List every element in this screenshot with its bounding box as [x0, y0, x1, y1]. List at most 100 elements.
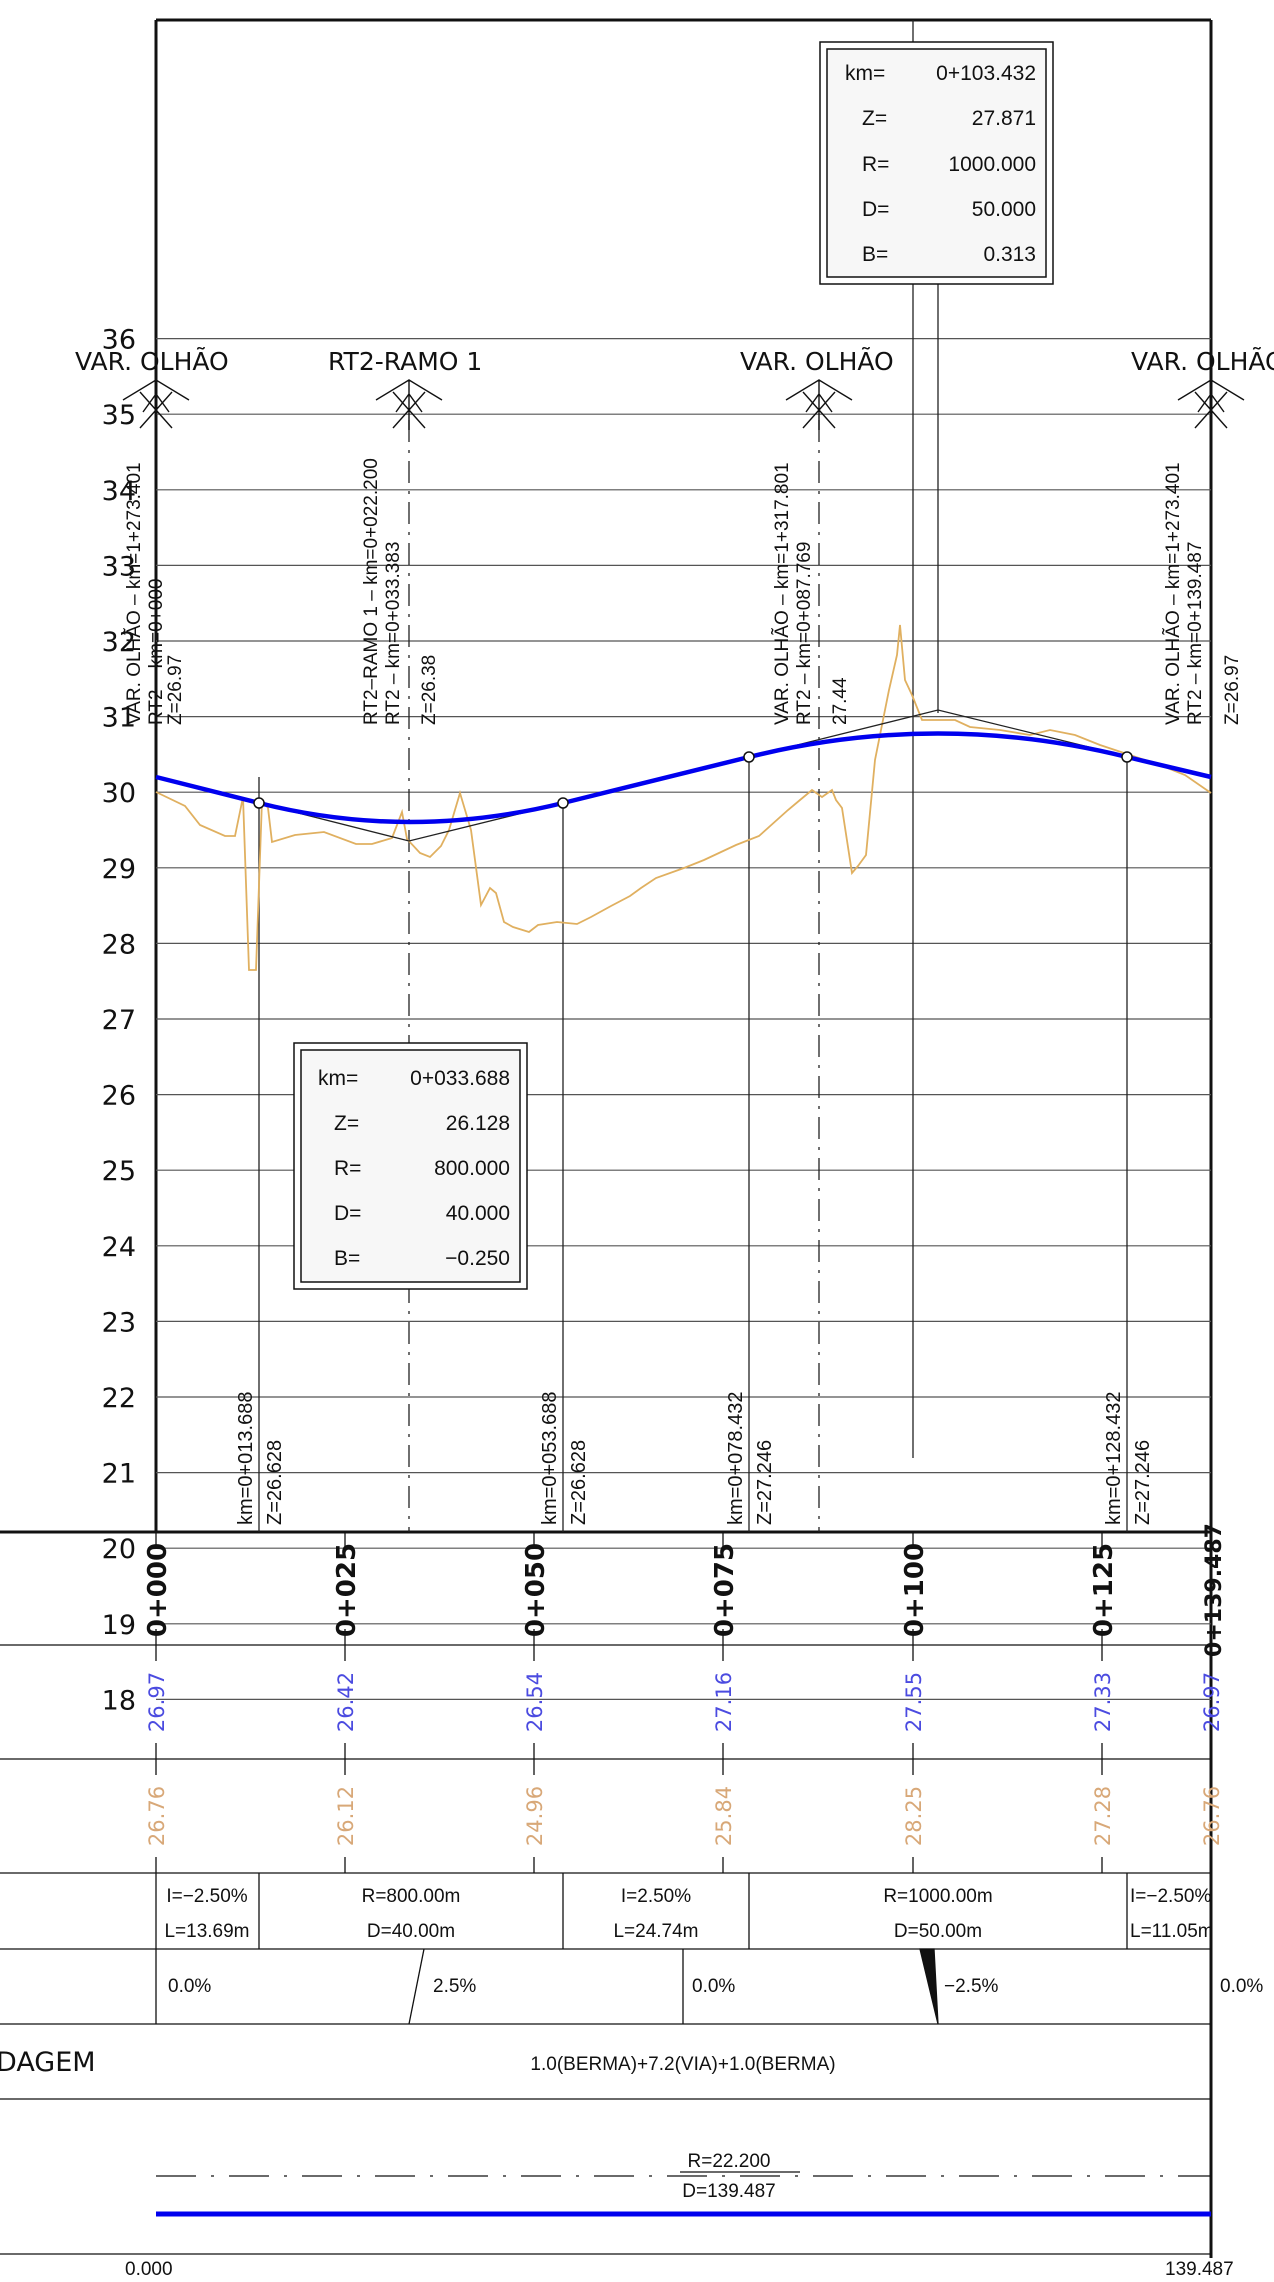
tangent-point-2 — [557, 797, 569, 809]
y-axis-label: 19 — [102, 1610, 136, 1641]
elevation-grid — [156, 338, 1211, 1701]
superelevation-texts: 0.0% 2.5% 0.0% −2.5% 0.0% — [168, 1976, 1263, 1997]
grade-elevation-value: 26.97 — [1200, 1672, 1224, 1732]
tp3-z: Z=27.246 — [754, 1440, 776, 1525]
y-axis-label: 35 — [102, 400, 136, 431]
grade-elevation-value: 27.55 — [902, 1672, 926, 1732]
seg5-line2: L=11.05m — [1130, 1921, 1214, 1942]
seg1-line2: L=13.69m — [164, 1921, 249, 1942]
box2-km-label: km= — [845, 62, 885, 85]
y-axis-label: 18 — [102, 1685, 136, 1716]
super-1: 0.0% — [168, 1976, 211, 1997]
intersection-markers — [122, 379, 1245, 430]
super-4: −2.5% — [944, 1976, 999, 1997]
design-grade-line — [155, 731, 1212, 825]
station-label: 0+025 — [332, 1543, 362, 1637]
super-3: 0.0% — [692, 1976, 735, 1997]
end-annotation-z: Z=26.97 — [1222, 655, 1243, 725]
box1-km-label: km= — [318, 1067, 358, 1090]
tp1-z: Z=26.628 — [264, 1440, 286, 1525]
seg4-line2: D=50.00m — [894, 1921, 982, 1942]
horizontal-curve-r: R=22.200 — [688, 2151, 771, 2172]
box1-z-label: Z= — [334, 1112, 359, 1135]
terrain-elevation-value: 27.28 — [1091, 1786, 1115, 1846]
seg2-line1: R=800.00m — [362, 1886, 461, 1907]
y-axis-label: 27 — [102, 1005, 136, 1036]
y-axis-label: 25 — [102, 1156, 136, 1187]
tp1-km: km=0+013.688 — [235, 1392, 257, 1525]
box1-r-label: R= — [334, 1157, 361, 1180]
terrain-elevation-value: 26.76 — [145, 1786, 169, 1846]
tangent-point-labels: km=0+013.688 Z=26.628 km=0+053.688 Z=26.… — [235, 1392, 1154, 1525]
top-label-end: VAR. OLHÃO — [1131, 346, 1274, 376]
super-2: 2.5% — [433, 1976, 476, 1997]
ramo-annotation-line1: RT2–RAMO 1 – km=0+022.200 — [361, 458, 382, 725]
vertical-alignment-row — [258, 1873, 1128, 1949]
grade-elevation-value: 26.54 — [523, 1672, 547, 1732]
tangent-point-1 — [253, 797, 265, 809]
station-label: 0+075 — [710, 1543, 740, 1637]
box1-km-value: 0+033.688 — [410, 1067, 510, 1090]
station-label: 0+100 — [900, 1543, 930, 1637]
tangent-point-4 — [1121, 751, 1133, 763]
section-row-label: DAGEM — [0, 2047, 96, 2078]
y-axis-label: 22 — [102, 1383, 136, 1414]
top-label-mid: VAR. OLHÃO — [740, 346, 894, 376]
y-axis-label: 28 — [102, 929, 136, 960]
seg3-line2: L=24.74m — [613, 1921, 698, 1942]
table-band-lines — [0, 1644, 1211, 2255]
station-annotations: VAR. OLHÃO – km=1+273.401 RT2 – km=0+000… — [123, 458, 1243, 725]
y-axis-label: 20 — [102, 1534, 136, 1565]
tp2-km: km=0+053.688 — [539, 1392, 561, 1525]
box2-r-label: R= — [862, 153, 889, 176]
terrain-profile-line — [155, 624, 1212, 971]
top-label-ramo: RT2-RAMO 1 — [328, 347, 482, 376]
superelevation-row — [408, 1948, 939, 2025]
seg3-line1: I=2.50% — [621, 1886, 691, 1907]
y-axis-label: 31 — [102, 703, 136, 734]
mid-annotation-line1: VAR. OLHÃO – km=1+317.801 — [771, 462, 793, 725]
tangent-point-markers — [253, 751, 1133, 809]
y-axis-label: 29 — [102, 854, 136, 885]
grade-elevation-value: 26.42 — [334, 1672, 358, 1732]
y-axis-label: 21 — [102, 1459, 136, 1490]
y-axis-label: 26 — [102, 1081, 136, 1112]
seg1-line1: I=−2.50% — [166, 1886, 247, 1907]
tp4-km: km=0+128.432 — [1103, 1392, 1125, 1525]
alignment-segment-texts: I=−2.50% L=13.69m R=800.00m D=40.00m I=2… — [164, 1886, 1213, 1942]
tp4-z: Z=27.246 — [1132, 1440, 1154, 1525]
station-ticks — [155, 1532, 1212, 1873]
start-annotation-line2: RT2 – km=0+000 — [146, 579, 167, 725]
station-label: 0+050 — [521, 1543, 551, 1637]
box2-b-label: B= — [862, 243, 888, 266]
terrain-elevation-value: 25.84 — [712, 1786, 736, 1846]
ramo-annotation-z: Z=26.38 — [419, 655, 440, 725]
curve-box-1: km= 0+033.688 Z= 26.128 R= 800.000 D= 40… — [293, 1042, 528, 1290]
ramo-annotation-line2: RT2 – km=0+033.383 — [383, 542, 404, 725]
y-axis-label: 34 — [102, 476, 136, 507]
box2-z-value: 27.871 — [972, 107, 1036, 130]
tp2-z: Z=26.628 — [568, 1440, 590, 1525]
tp3-km: km=0+078.432 — [725, 1392, 747, 1525]
tangent-point-3 — [743, 751, 755, 763]
y-axis-label: 30 — [102, 778, 136, 809]
super-5: 0.0% — [1220, 1976, 1263, 1997]
terrain-elevation-value: 26.76 — [1200, 1786, 1224, 1846]
y-axis-label: 36 — [102, 325, 136, 356]
grade-elevation-values: 26.97 26.42 26.54 27.16 27.55 27.33 26.97 — [145, 1672, 1224, 1732]
box1-r-value: 800.000 — [434, 1157, 510, 1180]
box1-b-value: −0.250 — [445, 1247, 510, 1270]
grade-elevation-value: 26.97 — [145, 1672, 169, 1732]
box2-d-label: D= — [862, 198, 889, 221]
end-annotation-line1: VAR. OLHÃO – km=1+273.401 — [1162, 462, 1184, 725]
seg2-line2: D=40.00m — [367, 1921, 455, 1942]
section-row-value: 1.0(BERMA)+7.2(VIA)+1.0(BERMA) — [530, 2054, 835, 2075]
axis-end-value: 139.487 — [1165, 2259, 1234, 2280]
top-label-start: VAR. OLHÃO — [75, 346, 229, 376]
station-label: 0+000 — [143, 1543, 173, 1637]
box1-d-value: 40.000 — [446, 1202, 510, 1225]
grade-elevation-value: 27.33 — [1091, 1672, 1115, 1732]
station-label: 0+139.487 — [1202, 1523, 1227, 1657]
mid-annotation-line2: RT2 – km=0+087.769 — [794, 542, 815, 725]
